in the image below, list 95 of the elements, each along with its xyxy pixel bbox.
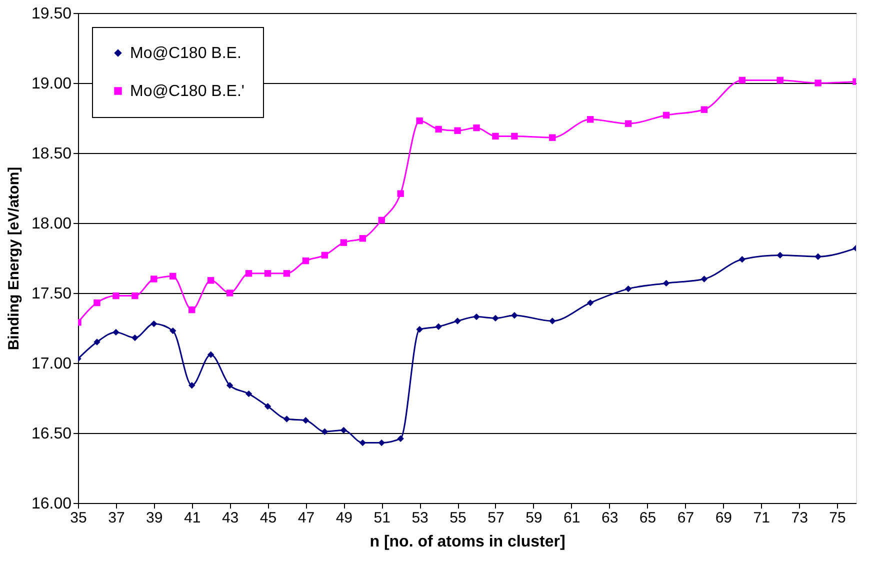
x-axis-title: n [no. of atoms in cluster]	[370, 534, 566, 550]
point	[549, 134, 556, 141]
y-tick-label: 16.00	[31, 496, 72, 512]
x-tick-label: 59	[526, 510, 542, 526]
point	[112, 292, 120, 300]
point	[738, 76, 746, 84]
y-tick-label: 19.50	[31, 6, 72, 22]
y-tick-label: 19.00	[31, 76, 72, 92]
y-tick-label: 18.50	[31, 146, 72, 162]
legend-label: Mo@C180 B.E.	[130, 45, 242, 62]
point	[624, 120, 632, 127]
point	[283, 416, 290, 422]
point	[245, 390, 252, 398]
y-tick-label: 17.00	[31, 356, 72, 372]
point	[814, 80, 822, 86]
point	[359, 235, 366, 242]
point	[549, 318, 556, 324]
point	[283, 270, 290, 277]
point	[378, 439, 385, 446]
x-tick-label: 49	[336, 510, 352, 526]
point	[416, 117, 423, 124]
point	[473, 313, 480, 320]
point	[473, 124, 480, 132]
point	[302, 257, 310, 264]
point	[700, 106, 708, 113]
point	[132, 334, 138, 342]
point	[700, 276, 708, 282]
point	[264, 403, 272, 410]
x-tick-label: 45	[260, 510, 277, 526]
x-tick-label: 63	[601, 510, 618, 526]
point	[492, 314, 499, 322]
point	[207, 277, 214, 284]
x-tick-label: 39	[146, 510, 163, 526]
point	[397, 435, 404, 442]
point	[776, 252, 784, 259]
y-axis-title: Binding Energy [eV/atom]	[5, 166, 22, 350]
point	[226, 290, 234, 296]
point	[150, 320, 158, 328]
point	[776, 76, 784, 84]
point	[226, 382, 234, 389]
point	[586, 299, 594, 306]
x-tick-label: 51	[374, 510, 390, 526]
point	[397, 190, 404, 197]
x-tick-label: 75	[829, 510, 846, 526]
point	[378, 216, 385, 224]
x-tick-label: 71	[753, 510, 770, 526]
y-tick-label: 17.50	[31, 286, 72, 302]
x-tick-label: 67	[677, 510, 694, 526]
point	[321, 252, 328, 259]
point	[454, 318, 461, 324]
point	[662, 112, 670, 119]
point	[207, 351, 214, 358]
point	[321, 428, 328, 435]
x-tick-label: 73	[791, 510, 808, 526]
x-tick-label: 41	[184, 510, 201, 526]
point	[435, 323, 442, 330]
point	[188, 382, 196, 389]
point	[416, 326, 423, 333]
point	[511, 132, 518, 140]
point	[511, 312, 518, 319]
point	[94, 299, 100, 306]
point	[132, 292, 138, 300]
point	[662, 280, 670, 287]
point	[264, 270, 272, 277]
point	[170, 272, 176, 280]
y-tick-label: 18.00	[31, 216, 72, 232]
point	[435, 126, 442, 133]
point	[814, 253, 822, 260]
x-tick-label: 57	[488, 510, 504, 526]
x-tick-label: 61	[564, 510, 580, 526]
x-tick-label: 69	[715, 510, 732, 526]
x-tick-label: 55	[450, 510, 466, 526]
point	[359, 439, 366, 446]
point	[150, 276, 158, 282]
x-tick-label: 53	[412, 510, 428, 526]
point	[624, 285, 632, 292]
point	[454, 127, 461, 134]
x-tick-label: 35	[70, 510, 87, 526]
x-tick-label: 37	[108, 510, 125, 526]
legend-label: Mo@C180 B.E.'	[130, 83, 244, 100]
point	[738, 256, 746, 263]
y-tick-label: 16.50	[31, 426, 72, 442]
x-tick-label: 47	[298, 510, 315, 526]
point	[492, 132, 499, 140]
point	[170, 327, 176, 334]
x-tick-label: 43	[222, 510, 239, 526]
point	[245, 270, 252, 277]
point	[302, 417, 310, 424]
x-tick-label: 65	[639, 510, 656, 526]
point	[188, 306, 196, 314]
point	[112, 328, 120, 336]
point	[340, 426, 348, 434]
point	[340, 239, 348, 246]
point	[586, 116, 594, 123]
point	[94, 338, 100, 346]
